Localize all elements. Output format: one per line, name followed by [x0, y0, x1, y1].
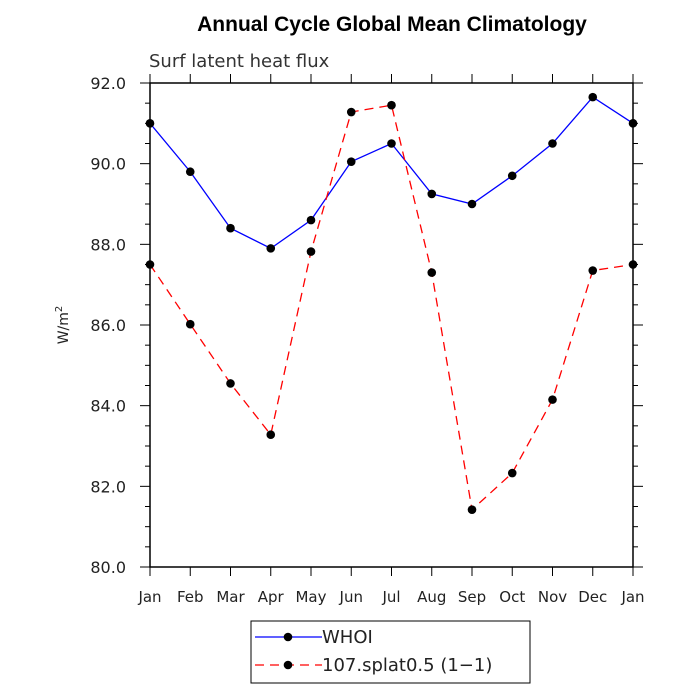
series-2: [145, 100, 638, 515]
legend-item: 107.splat0.5 (1−1): [255, 655, 492, 676]
series-layer: [145, 92, 638, 515]
data-point: [588, 266, 598, 275]
data-point: [346, 157, 356, 166]
x-tick-label: Mar: [216, 588, 245, 606]
y-tick-label: 88.0: [90, 235, 126, 254]
legend-box: [250, 620, 531, 684]
chart-subtitle: Surf latent heat flux: [149, 51, 330, 72]
data-point: [548, 139, 557, 148]
y-axis-title: W/m2: [54, 306, 72, 345]
svg-text:W/m2: W/m2: [54, 306, 72, 345]
y-tick-label: 90.0: [90, 155, 126, 174]
data-point: [548, 395, 557, 404]
data-point: [266, 244, 276, 253]
data-point: [226, 379, 235, 388]
legend-item: WHOI: [255, 627, 373, 648]
x-tick-label: Sep: [458, 588, 486, 606]
y-tick-label: 82.0: [90, 477, 126, 496]
y-tick-label: 92.0: [90, 74, 126, 93]
x-tick-label: Aug: [417, 588, 446, 606]
data-point: [306, 215, 316, 225]
data-point: [185, 319, 195, 329]
data-point: [226, 223, 235, 233]
data-point: [467, 199, 477, 209]
x-tick-label: Apr: [258, 588, 285, 606]
x-tick-label: May: [295, 588, 326, 606]
legend-label: WHOI: [322, 627, 373, 648]
x-tick-label: Oct: [499, 588, 525, 606]
x-tick-label: Jan: [137, 588, 161, 606]
series-1: [145, 92, 638, 253]
legend-marker: [283, 632, 293, 642]
legend-marker: [283, 660, 293, 670]
chart-title: Annual Cycle Global Mean Climatology: [197, 13, 587, 36]
y-tick-label: 86.0: [90, 316, 126, 335]
x-tick-label: Jan: [620, 588, 644, 606]
data-point: [588, 92, 598, 102]
data-point: [427, 268, 437, 277]
legend: WHOI 107.splat0.5 (1−1): [250, 620, 531, 684]
data-point: [346, 107, 356, 117]
x-tick-label: Nov: [538, 588, 567, 606]
x-tick-label: Feb: [177, 588, 204, 606]
y-tick-label: 84.0: [90, 397, 126, 416]
data-point: [507, 171, 517, 181]
data-point: [266, 430, 276, 440]
series-line: [149, 104, 634, 512]
y-tick-label: 80.0: [90, 558, 126, 577]
y-axis-title-text: W/m: [56, 312, 72, 344]
y-axis-title-superscript: 2: [54, 306, 65, 312]
data-point: [185, 167, 195, 177]
data-point: [306, 247, 316, 256]
data-point: [427, 189, 437, 199]
x-tick-label: Jul: [381, 588, 400, 606]
series-line: [149, 96, 634, 250]
plot-axes: 80.0 82.0 84.0 86.0 88.0 90.0 92.0 Jan Feb Mar Apr…: [90, 74, 645, 606]
legend-label: 107.splat0.5 (1−1): [322, 655, 492, 676]
data-point: [467, 505, 477, 515]
plot-frame: [149, 82, 634, 568]
data-point: [387, 139, 396, 148]
x-tick-label: Dec: [578, 588, 607, 606]
data-point: [507, 468, 517, 478]
data-point: [387, 100, 396, 110]
x-tick-label: Jun: [339, 588, 363, 606]
